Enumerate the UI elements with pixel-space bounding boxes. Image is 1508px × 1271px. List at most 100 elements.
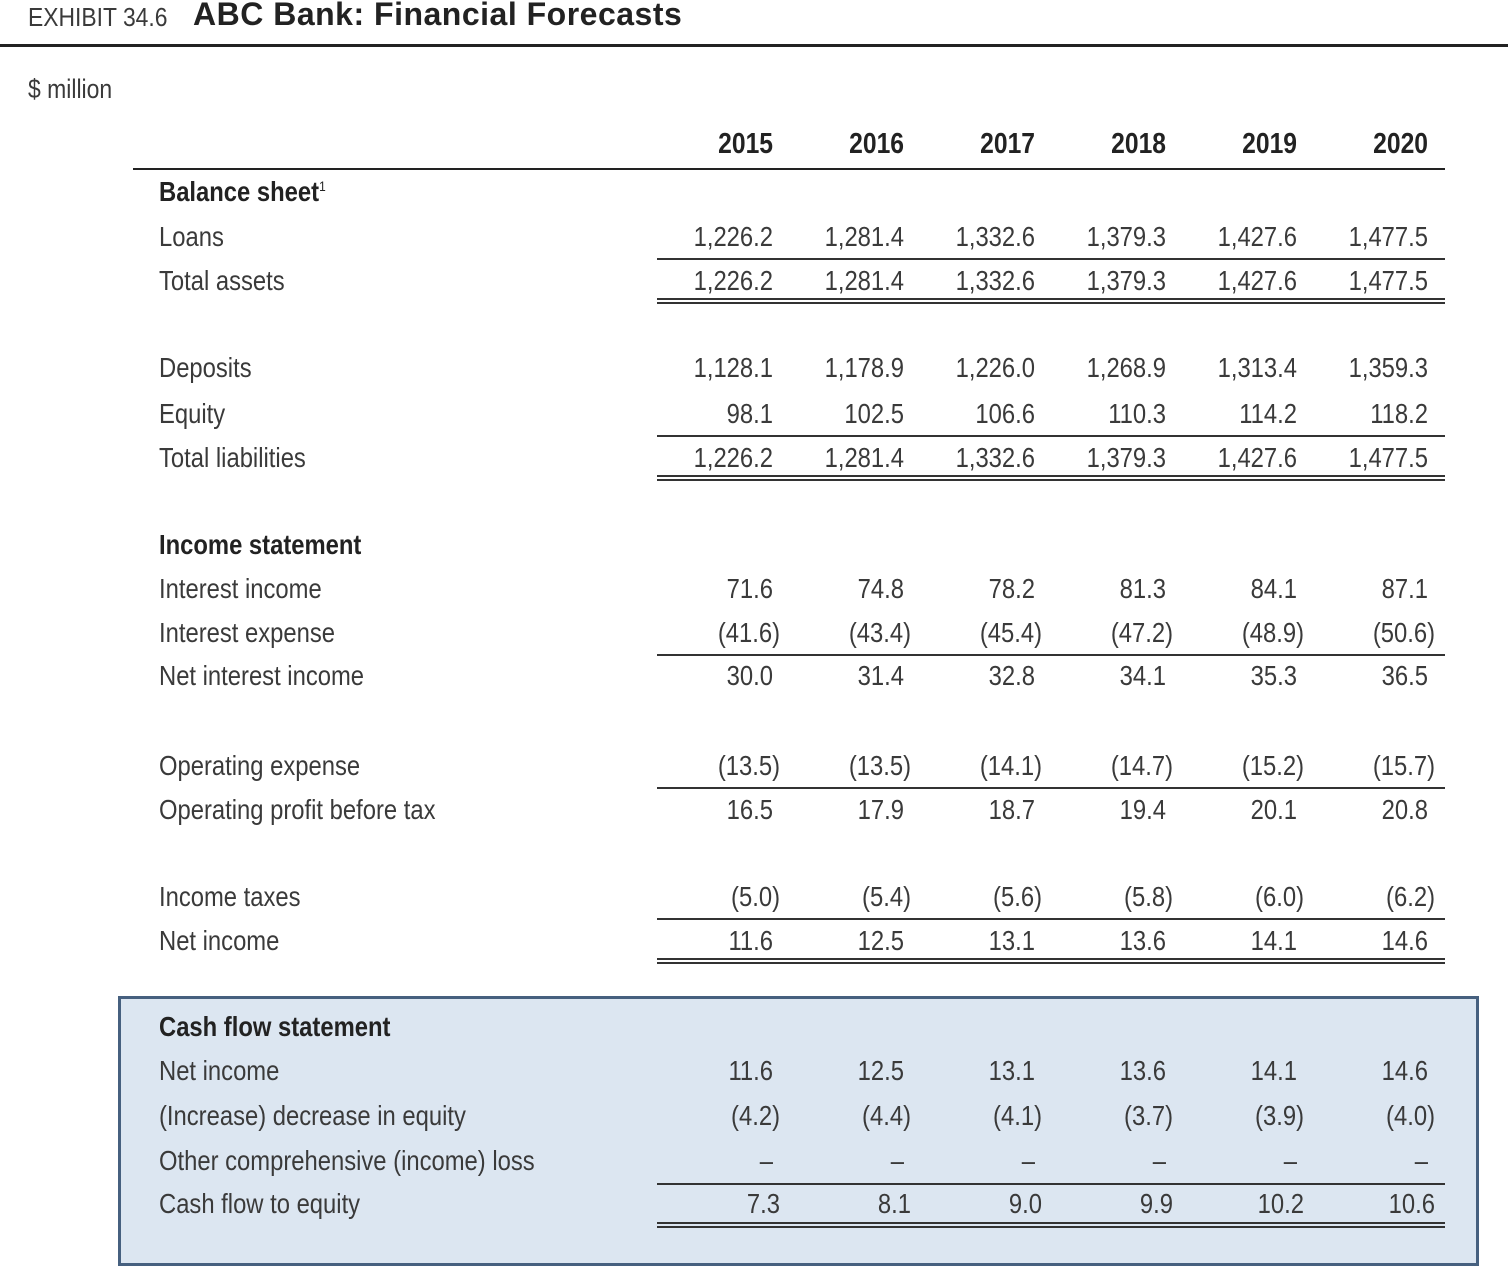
cell: 11.6: [728, 1055, 773, 1086]
cell: 34.1: [1119, 660, 1166, 691]
total-double-rule-bottom: [657, 302, 1445, 304]
cash-flow-heading: Cash flow statement: [159, 1011, 391, 1042]
cell: (4.2): [731, 1100, 780, 1131]
row-label: Income taxes: [159, 881, 301, 912]
cell: (6.2): [1386, 881, 1435, 912]
cell: 1,226.2: [693, 221, 773, 252]
total-double-rule-top: [657, 475, 1445, 477]
cell: 9.9: [1139, 1188, 1173, 1219]
cell: 36.5: [1381, 660, 1428, 691]
cell: 1,359.3: [1348, 352, 1428, 383]
cell: 84.1: [1250, 573, 1297, 604]
cell: (43.4): [848, 617, 911, 648]
total-double-rule-bottom: [657, 479, 1445, 481]
total-double-rule-bottom: [657, 962, 1445, 964]
cell: 1,477.5: [1348, 265, 1428, 296]
cell: 1,427.6: [1217, 221, 1297, 252]
year-header-2020: 2020: [1373, 128, 1428, 160]
cell: 14.6: [1381, 1055, 1428, 1086]
year-header-2016: 2016: [849, 128, 904, 160]
cell: 35.3: [1250, 660, 1297, 691]
cell: 1,379.3: [1086, 265, 1166, 296]
total-double-rule-bottom: [657, 1226, 1445, 1228]
cell: 12.5: [857, 925, 904, 956]
cell: 1,427.6: [1217, 442, 1297, 473]
row-label: Operating expense: [159, 750, 361, 781]
cell: 1,226.2: [693, 442, 773, 473]
cell: 13.1: [988, 1055, 1035, 1086]
cell: –: [1283, 1145, 1297, 1176]
cell: 1,281.4: [824, 265, 904, 296]
cell: 1,332.6: [955, 265, 1035, 296]
cell: 71.6: [726, 573, 773, 604]
footnote-marker: 1: [319, 178, 326, 194]
cell: 102.5: [844, 398, 904, 429]
year-header-2015: 2015: [718, 128, 773, 160]
cell: 14.6: [1381, 925, 1428, 956]
cell: 13.1: [988, 925, 1035, 956]
cell: 14.1: [1250, 1055, 1297, 1086]
cell: 16.5: [726, 794, 773, 825]
cell: (3.7): [1124, 1100, 1173, 1131]
cell: 1,178.9: [824, 352, 904, 383]
units-label: $ million: [28, 74, 113, 104]
cell: 9.0: [1008, 1188, 1042, 1219]
cell: (14.7): [1110, 750, 1173, 781]
row-label: Total assets: [159, 265, 285, 296]
cell: 81.3: [1119, 573, 1166, 604]
cell: 7.3: [746, 1188, 780, 1219]
cell: (4.1): [993, 1100, 1042, 1131]
balance-sheet-heading: Balance sheet1: [159, 176, 326, 208]
cell: –: [890, 1145, 904, 1176]
cell: 110.3: [1108, 398, 1166, 429]
cell: 98.1: [726, 398, 773, 429]
cell: 30.0: [726, 660, 773, 691]
cell: (15.2): [1241, 750, 1304, 781]
cell: 13.6: [1119, 1055, 1166, 1086]
cell: 78.2: [988, 573, 1035, 604]
exhibit-label: EXHIBIT 34.6: [28, 2, 168, 32]
row-label: Deposits: [159, 352, 252, 383]
cell: (45.4): [979, 617, 1042, 648]
cell: 1,226.2: [693, 265, 773, 296]
cell: 8.1: [877, 1188, 911, 1219]
income-statement-heading: Income statement: [159, 529, 362, 560]
row-label: Loans: [159, 221, 224, 252]
cell: 118.2: [1370, 398, 1428, 429]
cell: (15.7): [1372, 750, 1435, 781]
row-label: Net interest income: [159, 660, 365, 691]
cell: 10.6: [1388, 1188, 1435, 1219]
cell: 14.1: [1250, 925, 1297, 956]
cell: (6.0): [1255, 881, 1304, 912]
cell: 19.4: [1119, 794, 1166, 825]
cell: 11.6: [728, 925, 773, 956]
cell: 114.2: [1239, 398, 1297, 429]
cell: 87.1: [1381, 573, 1428, 604]
cell: (5.4): [862, 881, 911, 912]
cell: 12.5: [857, 1055, 904, 1086]
row-label: Interest expense: [159, 617, 335, 648]
row-label: Net income: [159, 925, 280, 956]
header-rule: [133, 168, 1445, 170]
cell: 31.4: [857, 660, 904, 691]
cell: (4.0): [1386, 1100, 1435, 1131]
year-header-2019: 2019: [1242, 128, 1297, 160]
cell: 13.6: [1119, 925, 1166, 956]
row-label: Equity: [159, 398, 226, 429]
cell: 106.6: [975, 398, 1035, 429]
cell: 20.1: [1250, 794, 1297, 825]
cell: –: [1021, 1145, 1035, 1176]
cell: 17.9: [857, 794, 904, 825]
row-label: Total liabilities: [159, 442, 306, 473]
cell: (41.6): [717, 617, 780, 648]
cell: 1,226.0: [955, 352, 1035, 383]
subtotal-rule: [657, 1183, 1445, 1185]
row-label: Operating profit before tax: [159, 794, 436, 825]
cell: 1,268.9: [1086, 352, 1166, 383]
cell: 1,477.5: [1348, 442, 1428, 473]
row-label: Interest income: [159, 573, 322, 604]
cell: (13.5): [717, 750, 780, 781]
balance-sheet-title: Balance sheet: [159, 176, 320, 207]
cell: (48.9): [1241, 617, 1304, 648]
cell: (50.6): [1372, 617, 1435, 648]
